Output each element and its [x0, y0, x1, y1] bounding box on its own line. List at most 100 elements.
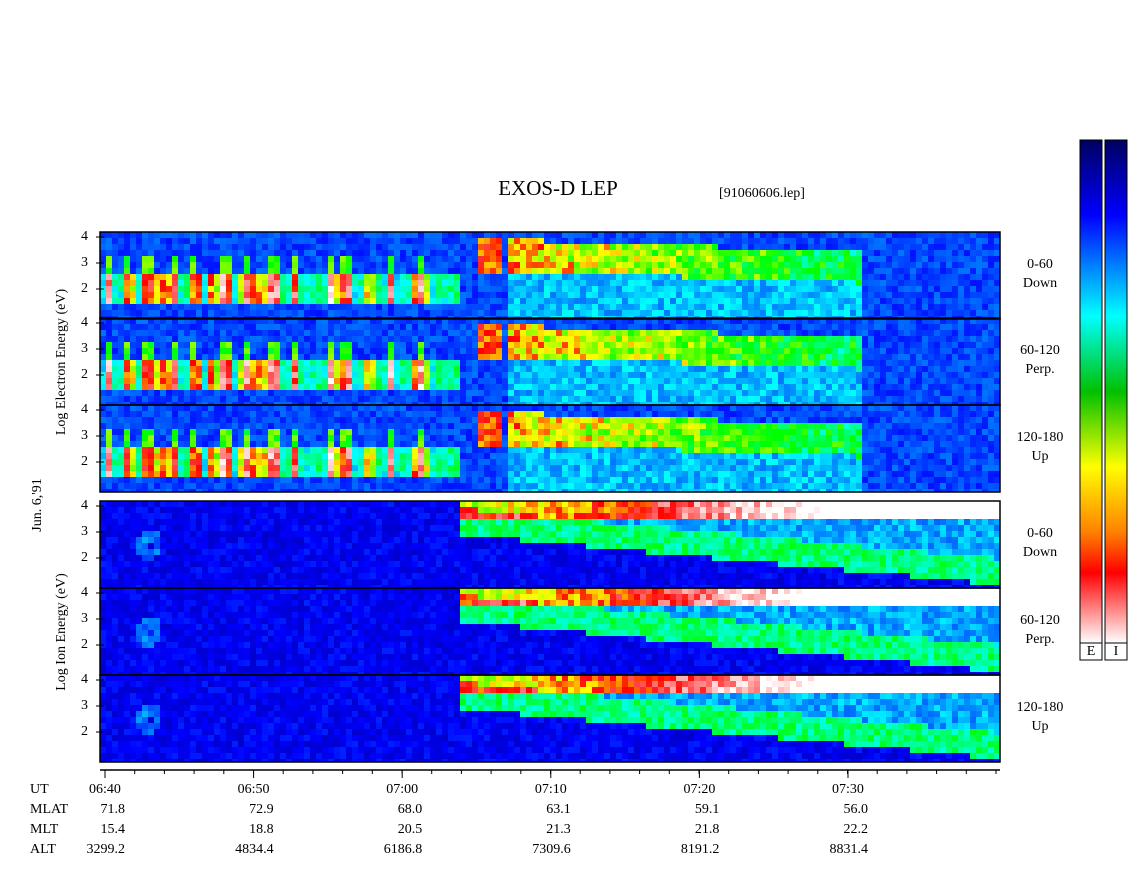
spectrogram-cell: [100, 441, 106, 447]
spectrogram-cell: [532, 232, 538, 238]
spectrogram-cell: [190, 268, 196, 274]
spectrogram-cell: [472, 280, 478, 286]
spectrogram-cell: [724, 324, 730, 330]
spectrogram-cell: [790, 396, 796, 402]
spectrogram-cell: [604, 348, 610, 354]
spectrogram-cell: [646, 304, 652, 310]
spectrogram-cell: [742, 366, 748, 372]
spectrogram-cell: [886, 384, 892, 390]
spectrogram-cell: [916, 372, 922, 378]
spectrogram-cell: [448, 238, 454, 244]
spectrogram-cell: [718, 250, 724, 256]
spectrogram-cell: [460, 396, 466, 402]
spectrogram-cell: [232, 429, 238, 435]
spectrogram-cell: [526, 256, 532, 262]
spectrogram-cell: [856, 232, 862, 238]
spectrogram-cell: [568, 310, 574, 316]
spectrogram-cell: [946, 292, 952, 298]
spectrogram-cell: [208, 465, 214, 471]
spectrogram-cell: [628, 268, 634, 274]
spectrogram-cell: [352, 324, 358, 330]
spectrogram-cell: [646, 280, 652, 286]
spectrogram-cell: [136, 274, 142, 280]
spectrogram-cell: [652, 250, 658, 256]
spectrogram-cell: [970, 366, 976, 372]
spectrogram-cell: [448, 330, 454, 336]
spectrogram-cell: [616, 402, 622, 405]
spectrogram-cell: [196, 360, 202, 366]
spectrogram-cell: [160, 292, 166, 298]
spectrogram-cell: [244, 354, 250, 360]
spectrogram-cell: [778, 274, 784, 280]
spectrogram-cell: [592, 330, 598, 336]
spectrogram-cell: [160, 304, 166, 310]
spectrogram-cell: [148, 402, 154, 405]
spectrogram-cell: [916, 336, 922, 342]
spectrogram-cell: [316, 336, 322, 342]
spectrogram-cell: [214, 372, 220, 378]
spectrogram-cell: [166, 274, 172, 280]
spectrogram-cell: [598, 232, 604, 238]
spectrogram-cell: [184, 471, 190, 477]
spectrogram-cell: [760, 274, 766, 280]
spectrogram-cell: [130, 244, 136, 250]
spectrogram-cell: [148, 250, 154, 256]
spectrogram-cell: [466, 396, 472, 402]
spectrogram-cell: [352, 238, 358, 244]
spectrogram-cell: [640, 396, 646, 402]
spectrogram-cell: [844, 238, 850, 244]
spectrogram-cell: [106, 268, 112, 274]
spectrogram-cell: [262, 435, 268, 441]
spectrogram-cell: [382, 384, 388, 390]
spectrogram-cell: [232, 298, 238, 304]
spectrogram-cell: [814, 262, 820, 268]
spectrogram-cell: [172, 310, 178, 316]
spectrogram-cell: [124, 292, 130, 298]
spectrogram-cell: [310, 390, 316, 396]
spectrogram-cell: [388, 396, 394, 402]
spectrogram-cell: [478, 256, 484, 262]
spectrogram-cell: [766, 238, 772, 244]
spectrogram-cell: [196, 441, 202, 447]
spectrogram-cell: [178, 447, 184, 453]
spectrogram-cell: [610, 232, 616, 238]
spectrogram-cell: [310, 298, 316, 304]
spectrogram-cell: [370, 360, 376, 366]
spectrogram-cell: [166, 429, 172, 435]
spectrogram-cell: [154, 330, 160, 336]
spectrogram-cell: [472, 366, 478, 372]
spectrogram-cell: [748, 280, 754, 286]
spectrogram-cell: [760, 298, 766, 304]
spectrogram-cell: [844, 330, 850, 336]
spectrogram-cell: [760, 292, 766, 298]
spectrogram-cell: [400, 366, 406, 372]
spectrogram-cell: [220, 256, 226, 262]
spectrogram-cell: [628, 292, 634, 298]
spectrogram-cell: [994, 274, 1000, 280]
spectrogram-cell: [172, 268, 178, 274]
spectrogram-cell: [472, 342, 478, 348]
spectrogram-cell: [940, 238, 946, 244]
spectrogram-cell: [112, 348, 118, 354]
spectrogram-cell: [850, 280, 856, 286]
spectrogram-cell: [358, 304, 364, 310]
spectrogram-cell: [292, 342, 298, 348]
spectrogram-cell: [238, 366, 244, 372]
spectrogram-cell: [178, 489, 184, 492]
spectrogram-cell: [976, 402, 982, 405]
spectrogram-cell: [508, 262, 514, 268]
spectrogram-cell: [880, 310, 886, 316]
spectrogram-cell: [190, 348, 196, 354]
spectrogram-cell: [712, 298, 718, 304]
spectrogram-cell: [952, 354, 958, 360]
spectrogram-cell: [550, 238, 556, 244]
spectrogram-cell: [226, 384, 232, 390]
spectrogram-cell: [268, 429, 274, 435]
spectrogram-cell: [898, 336, 904, 342]
spectrogram-cell: [448, 286, 454, 292]
spectrogram-cell: [280, 417, 286, 423]
spectrogram-cell: [928, 366, 934, 372]
spectrogram-cell: [802, 286, 808, 292]
spectrogram-cell: [928, 384, 934, 390]
spectrogram-cell: [388, 232, 394, 238]
